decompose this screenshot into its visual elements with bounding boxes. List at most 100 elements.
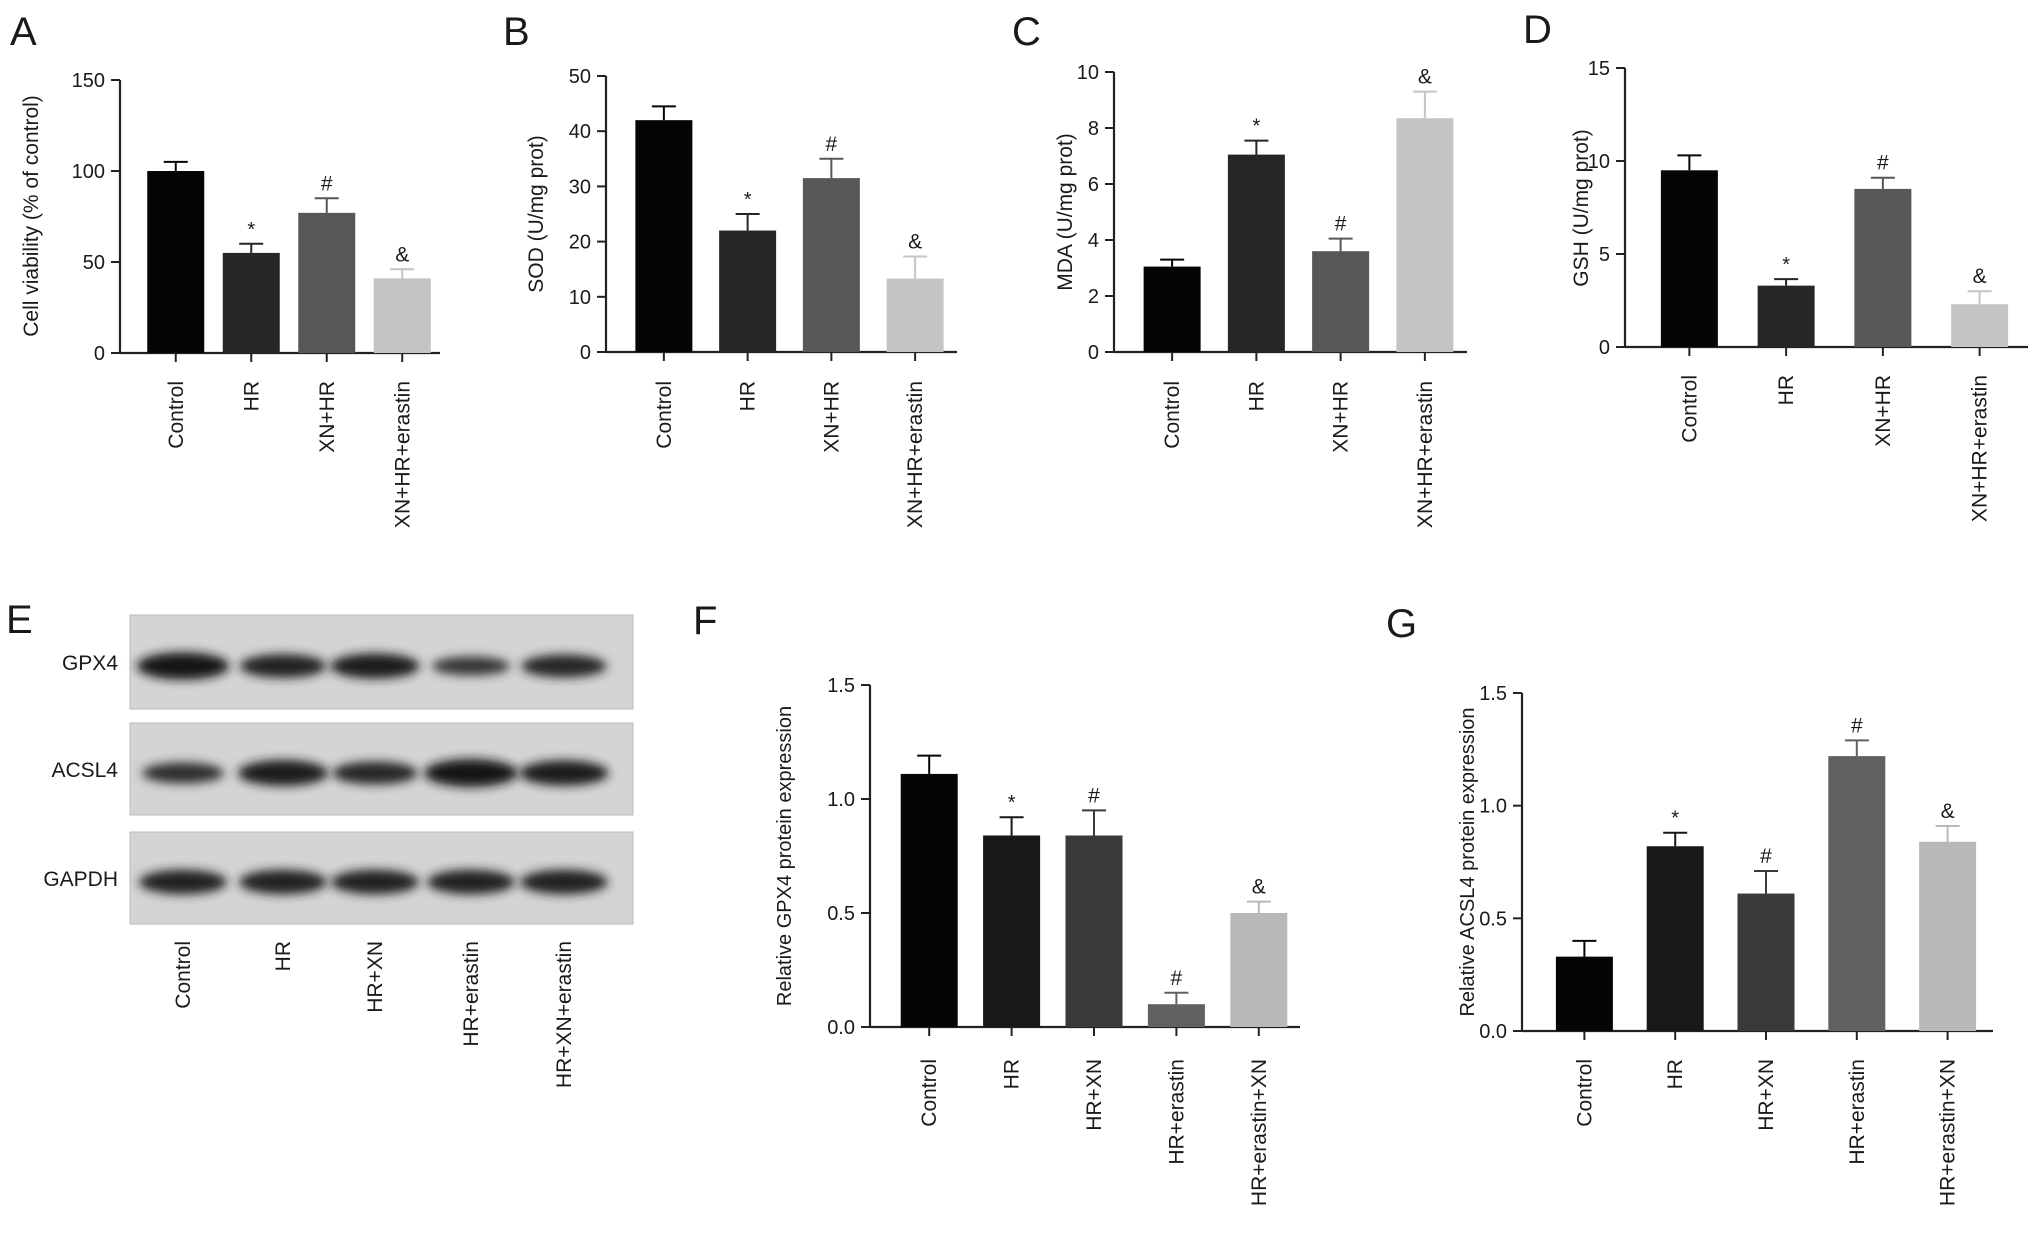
y-axis-label: GSH (U/mg prot): [1570, 129, 1593, 287]
significance-mark: &: [908, 231, 922, 254]
blot-row-label: GPX4: [62, 652, 118, 675]
significance-mark: &: [1252, 876, 1266, 899]
x-tick-label: Control: [1678, 375, 1701, 443]
bar-hr-xn: [1065, 835, 1123, 1027]
bar-hr-erastin-xn: [1919, 841, 1977, 1031]
panel-letter-f: F: [693, 599, 717, 643]
y-tick-label: 50: [569, 66, 591, 88]
bar-control: [635, 120, 693, 352]
y-tick-label: 20: [569, 232, 591, 254]
y-tick-label: 10: [569, 287, 591, 309]
band-acsl4-lane-2: [237, 760, 329, 786]
panel-letter-d: D: [1523, 8, 1552, 52]
band-gpx4-lane-3: [330, 653, 420, 679]
blot-strip-border: [129, 722, 634, 816]
panel-letter-g: G: [1386, 602, 1417, 646]
x-tick-label: HR: [1775, 375, 1798, 405]
y-tick-label: 40: [569, 121, 591, 143]
y-tick-label: 0.5: [1479, 908, 1507, 930]
x-tick-label: Control: [165, 381, 188, 449]
chart-panel-b: 0 10 20 30 40 50 SOD (U/mg prot) Control * HR # XN+…: [525, 66, 957, 528]
blot-lane-label: Control: [172, 941, 195, 1009]
bar-control: [900, 773, 958, 1027]
y-axis-label: Cell viability (% of control): [20, 95, 43, 337]
significance-mark: &: [1418, 66, 1432, 89]
bar-control: [1660, 170, 1718, 347]
x-tick-label: XN+HR: [1330, 381, 1353, 453]
x-tick-label: XN+HR+erastin: [1414, 381, 1437, 528]
band-gapdh-lane-1: [139, 869, 227, 895]
bar-hr-xn: [1737, 893, 1795, 1031]
bar-xn-hr-erastin: [886, 278, 944, 352]
y-tick-label: 8: [1088, 118, 1099, 140]
x-tick-label: HR: [240, 381, 263, 411]
panel-letters: A B C D E F G: [6, 8, 1552, 646]
y-tick-label: 0: [1088, 342, 1099, 364]
band-gapdh-lane-3: [331, 869, 419, 895]
x-tick-label: HR+XN: [1083, 1059, 1106, 1131]
panel-letter-c: C: [1012, 10, 1041, 54]
bar-hr: [719, 230, 777, 352]
band-gapdh-lane-4: [427, 869, 515, 895]
x-tick-label: XN+HR+erastin: [1969, 375, 1992, 522]
x-tick-label: XN+HR: [820, 381, 843, 453]
band-gpx4-lane-2: [239, 654, 327, 678]
bar-xn-hr: [1312, 251, 1370, 352]
bar-xn-hr-erastin: [1396, 118, 1454, 352]
chart-panel-c: 0 2 4 6 8 10 MDA (U/mg prot) Control * HR # XN+HR & X…: [1054, 62, 1467, 528]
significance-mark: *: [1671, 808, 1679, 830]
significance-mark: *: [744, 189, 752, 211]
y-tick-label: 10: [1077, 62, 1099, 84]
significance-mark: #: [1088, 784, 1100, 807]
x-tick-label: HR: [1245, 381, 1268, 411]
significance-mark: #: [1877, 152, 1889, 175]
significance-mark: #: [1171, 967, 1183, 990]
significance-mark: #: [1760, 845, 1772, 868]
y-tick-label: 4: [1088, 230, 1099, 252]
y-tick-label: 2: [1088, 286, 1099, 308]
y-tick-label: 0.0: [1479, 1021, 1507, 1043]
y-tick-label: 0: [580, 342, 591, 364]
band-gapdh-lane-5: [520, 869, 608, 895]
y-tick-label: 0: [1599, 337, 1610, 359]
bar-xn-hr-erastin: [1951, 304, 2009, 347]
x-tick-label: HR+XN: [1755, 1059, 1778, 1131]
x-tick-label: XN+HR: [1872, 375, 1895, 447]
x-tick-label: HR: [1001, 1059, 1024, 1089]
x-tick-label: Control: [1161, 381, 1184, 449]
bar-hr: [983, 835, 1041, 1027]
x-tick-label: Control: [653, 381, 676, 449]
y-axis-label: Relative ACSL4 protein expression: [1457, 707, 1479, 1016]
y-tick-label: 1.0: [1479, 796, 1507, 818]
blot-row-label: ACSL4: [51, 759, 118, 782]
y-axis-label: SOD (U/mg prot): [525, 135, 548, 293]
blot-lane-label: HR+XN+erastin: [553, 941, 576, 1088]
significance-mark: *: [1008, 792, 1016, 814]
y-tick-label: 0.5: [827, 903, 855, 925]
significance-mark: #: [826, 133, 838, 156]
y-tick-label: 6: [1088, 174, 1099, 196]
y-tick-label: 1.5: [827, 675, 855, 697]
western-blot-panel: GPX4 ACSL4 GAPDH Control HR HR+XN HR+erastin HR…: [43, 614, 634, 1088]
blot-lane-label: HR+erastin: [460, 941, 483, 1047]
blot-row-label: GAPDH: [43, 868, 118, 891]
band-gpx4-lane-5: [521, 654, 607, 678]
y-tick-label: 50: [83, 252, 105, 274]
x-tick-label: Control: [918, 1059, 941, 1127]
blot-lane-label: HR+XN: [364, 941, 387, 1013]
bar-hr-erastin: [1147, 1004, 1205, 1027]
panel-letter-a: A: [10, 10, 37, 54]
blot-strip-border: [129, 614, 634, 710]
band-acsl4-lane-5: [519, 760, 609, 786]
significance-mark: &: [1941, 800, 1955, 823]
bar-xn-hr-erastin: [373, 278, 431, 353]
chart-panel-f: 0.0 0.5 1.0 1.5 Relative GPX4 protein expres…: [774, 675, 1300, 1206]
band-acsl4-lane-4: [424, 759, 518, 787]
y-tick-label: 1.0: [827, 789, 855, 811]
bar-hr: [1757, 285, 1815, 347]
y-tick-label: 5: [1599, 244, 1610, 266]
x-tick-label: HR: [1664, 1059, 1687, 1089]
